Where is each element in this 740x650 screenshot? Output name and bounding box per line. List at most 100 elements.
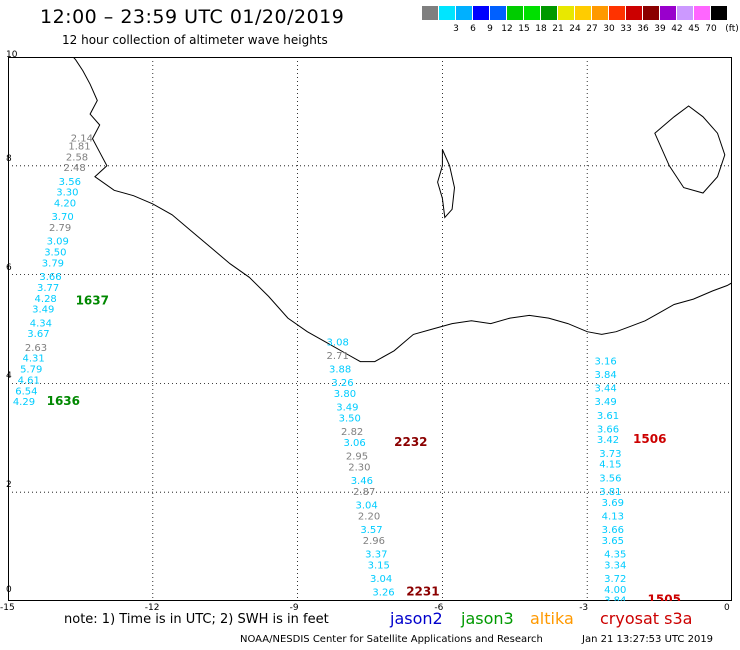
wave-height-label: 3.34	[604, 560, 626, 571]
colorbar-label: 3	[453, 24, 459, 34]
wave-height-label: 3.50	[44, 248, 66, 259]
wave-height-label: 4.15	[599, 460, 621, 471]
colorbar-label: 21	[552, 24, 564, 34]
wave-height-label: 3.46	[351, 476, 373, 487]
wave-height-label: 2.63	[25, 343, 47, 354]
wave-height-label: 3.88	[329, 365, 351, 376]
wave-height-label: 4.61	[18, 375, 40, 386]
wave-height-label: 3.69	[602, 498, 624, 509]
wave-height-label: 4.20	[54, 199, 76, 210]
wave-height-label: 2.14	[71, 133, 93, 144]
wave-height-label: 3.84	[604, 596, 626, 601]
wave-height-label: 3.80	[334, 389, 356, 400]
colorbar-label: 36	[637, 24, 649, 34]
colorbar-swatch	[456, 6, 472, 20]
wave-height-label: 3.66	[597, 424, 619, 435]
wave-height-label: 2.71	[327, 351, 349, 362]
wave-height-label: 3.56	[599, 473, 621, 484]
colorbar-label: 45	[688, 24, 700, 34]
colorbar-label: 9	[487, 24, 493, 34]
wave-height-label: 3.49	[32, 305, 54, 316]
wave-height-label: 3.26	[331, 378, 353, 389]
wave-height-label: 3.50	[339, 413, 361, 424]
colorbar-swatch	[626, 6, 642, 20]
wave-height-label: 3.15	[368, 560, 390, 571]
colorbar-label: 39	[654, 24, 666, 34]
pass-time-label: 1506	[633, 432, 666, 446]
wave-height-label: 3.73	[599, 449, 621, 460]
colorbar-label: 30	[603, 24, 615, 34]
wave-height-label: 6.54	[15, 386, 37, 397]
y-tick-label: 8	[6, 153, 12, 164]
wave-height-label: 3.61	[597, 411, 619, 422]
wave-height-label: 3.81	[599, 487, 621, 498]
colorbar-label: 33	[620, 24, 632, 34]
wave-height-label: 3.44	[594, 384, 616, 395]
wave-height-label: 3.08	[327, 337, 349, 348]
colorbar-swatch	[541, 6, 557, 20]
wave-height-label: 3.72	[604, 574, 626, 585]
wave-height-label: 3.42	[597, 435, 619, 446]
colorbar-swatch	[422, 6, 438, 20]
wave-height-label: 3.04	[356, 501, 378, 512]
colorbar-swatch	[507, 6, 523, 20]
wave-height-label: 3.65	[602, 536, 624, 547]
x-tick-label: -6	[434, 603, 444, 613]
wave-height-label: 4.35	[604, 549, 626, 560]
colorbar-swatch	[439, 6, 455, 20]
y-tick-label: 10	[6, 50, 18, 60]
wave-height-label: 3.56	[59, 177, 81, 188]
y-tick-label: 2	[6, 480, 12, 491]
plot-frame	[8, 57, 732, 601]
satellite-legend-cryosat-s3a: cryosat s3a	[600, 609, 693, 628]
wave-height-label: 3.30	[56, 188, 78, 199]
map-plot[interactable]: 2.141.812.582.483.563.304.203.702.793.09…	[8, 57, 732, 601]
wave-height-label: 3.77	[37, 283, 59, 294]
wave-height-label: 2.48	[64, 163, 86, 174]
wave-height-label: 3.09	[47, 237, 69, 248]
credit-text: NOAA/NESDIS Center for Satellite Applica…	[240, 634, 543, 645]
colorbar-label: 18	[535, 24, 547, 34]
map-title: 12:00 – 23:59 UTC 01/20/2019	[40, 6, 345, 28]
wave-height-label: 3.04	[370, 574, 392, 585]
colorbar-label: 27	[586, 24, 598, 34]
satellite-legend-jason2: jason2	[390, 609, 443, 628]
wave-height-label: 2.96	[363, 536, 385, 547]
timestamp-text: Jan 21 13:27:53 UTC 2019	[582, 634, 714, 645]
colorbar-swatch	[694, 6, 710, 20]
colorbar-swatch	[643, 6, 659, 20]
wave-height-label: 3.67	[27, 329, 49, 340]
colorbar-swatch	[711, 6, 727, 20]
wave-height-label: 2.87	[353, 487, 375, 498]
x-tick-label: -15	[0, 603, 15, 613]
colorbar-label: 12	[501, 24, 513, 34]
colorbar-label: 24	[569, 24, 581, 34]
pass-time-label: 1636	[47, 394, 80, 408]
wave-height-label: 2.82	[341, 427, 363, 438]
wave-height-label: 2.20	[358, 511, 380, 522]
wave-height-label: 4.29	[13, 397, 35, 408]
colorbar-label: 70	[705, 24, 717, 34]
wave-height-label: 3.49	[594, 397, 616, 408]
coastline	[72, 57, 732, 363]
wave-height-label: 2.30	[348, 462, 370, 473]
y-tick-label: 6	[6, 262, 12, 273]
wave-height-label: 5.79	[20, 365, 42, 376]
pass-time-label: 1637	[76, 294, 109, 308]
y-tick-label: 0	[6, 585, 12, 595]
x-tick-label: -9	[289, 603, 299, 613]
colorbar-label: 42	[671, 24, 683, 34]
wave-height-label: 3.57	[360, 525, 382, 536]
x-tick-label: -12	[144, 603, 160, 613]
colorbar-swatch	[609, 6, 625, 20]
inland-lake-outline	[437, 149, 456, 219]
colorbar-label: 15	[518, 24, 530, 34]
wave-height-label: 2.58	[66, 152, 88, 163]
colorbar-swatch	[490, 6, 506, 20]
wave-height-label: 1.81	[68, 141, 90, 152]
wave-height-label: 2.79	[49, 223, 71, 234]
colorbar-swatch	[524, 6, 540, 20]
colorbar-swatch	[592, 6, 608, 20]
inland-lake-outline	[654, 105, 726, 194]
colorbar-swatch	[677, 6, 693, 20]
